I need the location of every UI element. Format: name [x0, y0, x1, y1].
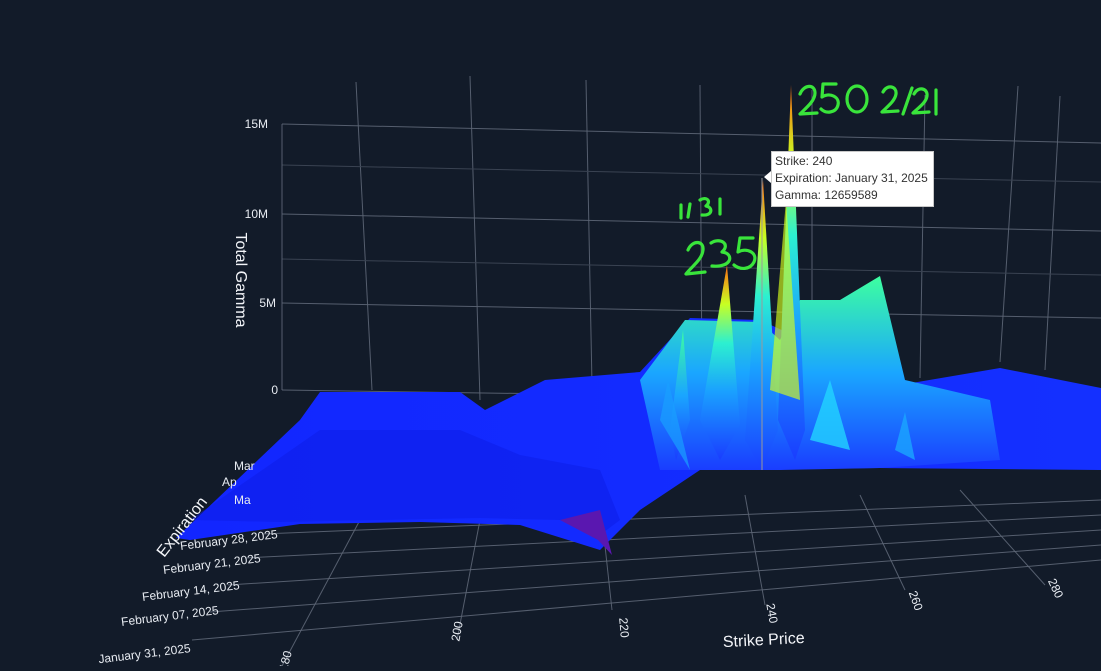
x-tick: 280 [1045, 576, 1066, 600]
gamma-surface[interactable] [176, 85, 1101, 555]
x-tick: 220 [616, 617, 632, 638]
tooltip-strike: Strike: 240 [775, 154, 833, 168]
z-tick: 0 [271, 383, 278, 397]
x-tick: 180 [276, 649, 295, 666]
y-tick: February 14, 2025 [141, 578, 240, 604]
peak-245-strike [770, 200, 800, 400]
x-tick: 260 [906, 589, 926, 613]
handwritten-annotations [679, 82, 938, 276]
z-axis-title: Total Gamma [232, 232, 249, 327]
z-tick: 15M [245, 117, 268, 131]
surface-trough [560, 510, 612, 555]
tooltip-arrow [764, 171, 771, 183]
hover-tooltip: Strike: 240 Expiration: January 31, 2025… [771, 151, 934, 207]
peak-235-strike [700, 265, 740, 460]
surface-spike-minor [660, 380, 690, 470]
surface-shade [190, 430, 620, 535]
surface-spike-minor [810, 380, 850, 450]
z-tick: 10M [245, 207, 268, 221]
annotation-235 [684, 236, 757, 276]
z-axis: 15M 10M 5M 0 Total Gamma [232, 117, 283, 397]
x-tick: 240 [763, 602, 780, 624]
x-tick: 200 [448, 620, 465, 642]
annotation-1-31 [679, 196, 722, 220]
y-tick: Ap [222, 475, 237, 489]
z-tick: 5M [259, 296, 276, 310]
y-tick: Mar [234, 459, 255, 473]
tooltip-expiration: Expiration: January 31, 2025 [775, 171, 928, 185]
tooltip-gamma: Gamma: 12659589 [775, 188, 878, 202]
y-tick: Ma [234, 493, 251, 507]
y-tick: January 31, 2025 [98, 641, 192, 666]
y-tick: February 21, 2025 [162, 551, 261, 577]
x-axis: 180 200 220 240 260 280 Strike Price [276, 576, 1066, 671]
x-axis-title: Strike Price [722, 630, 805, 651]
annotation-250-2-21 [798, 82, 938, 116]
surface-spike-minor [895, 412, 915, 460]
y-tick: February 07, 2025 [120, 603, 219, 629]
